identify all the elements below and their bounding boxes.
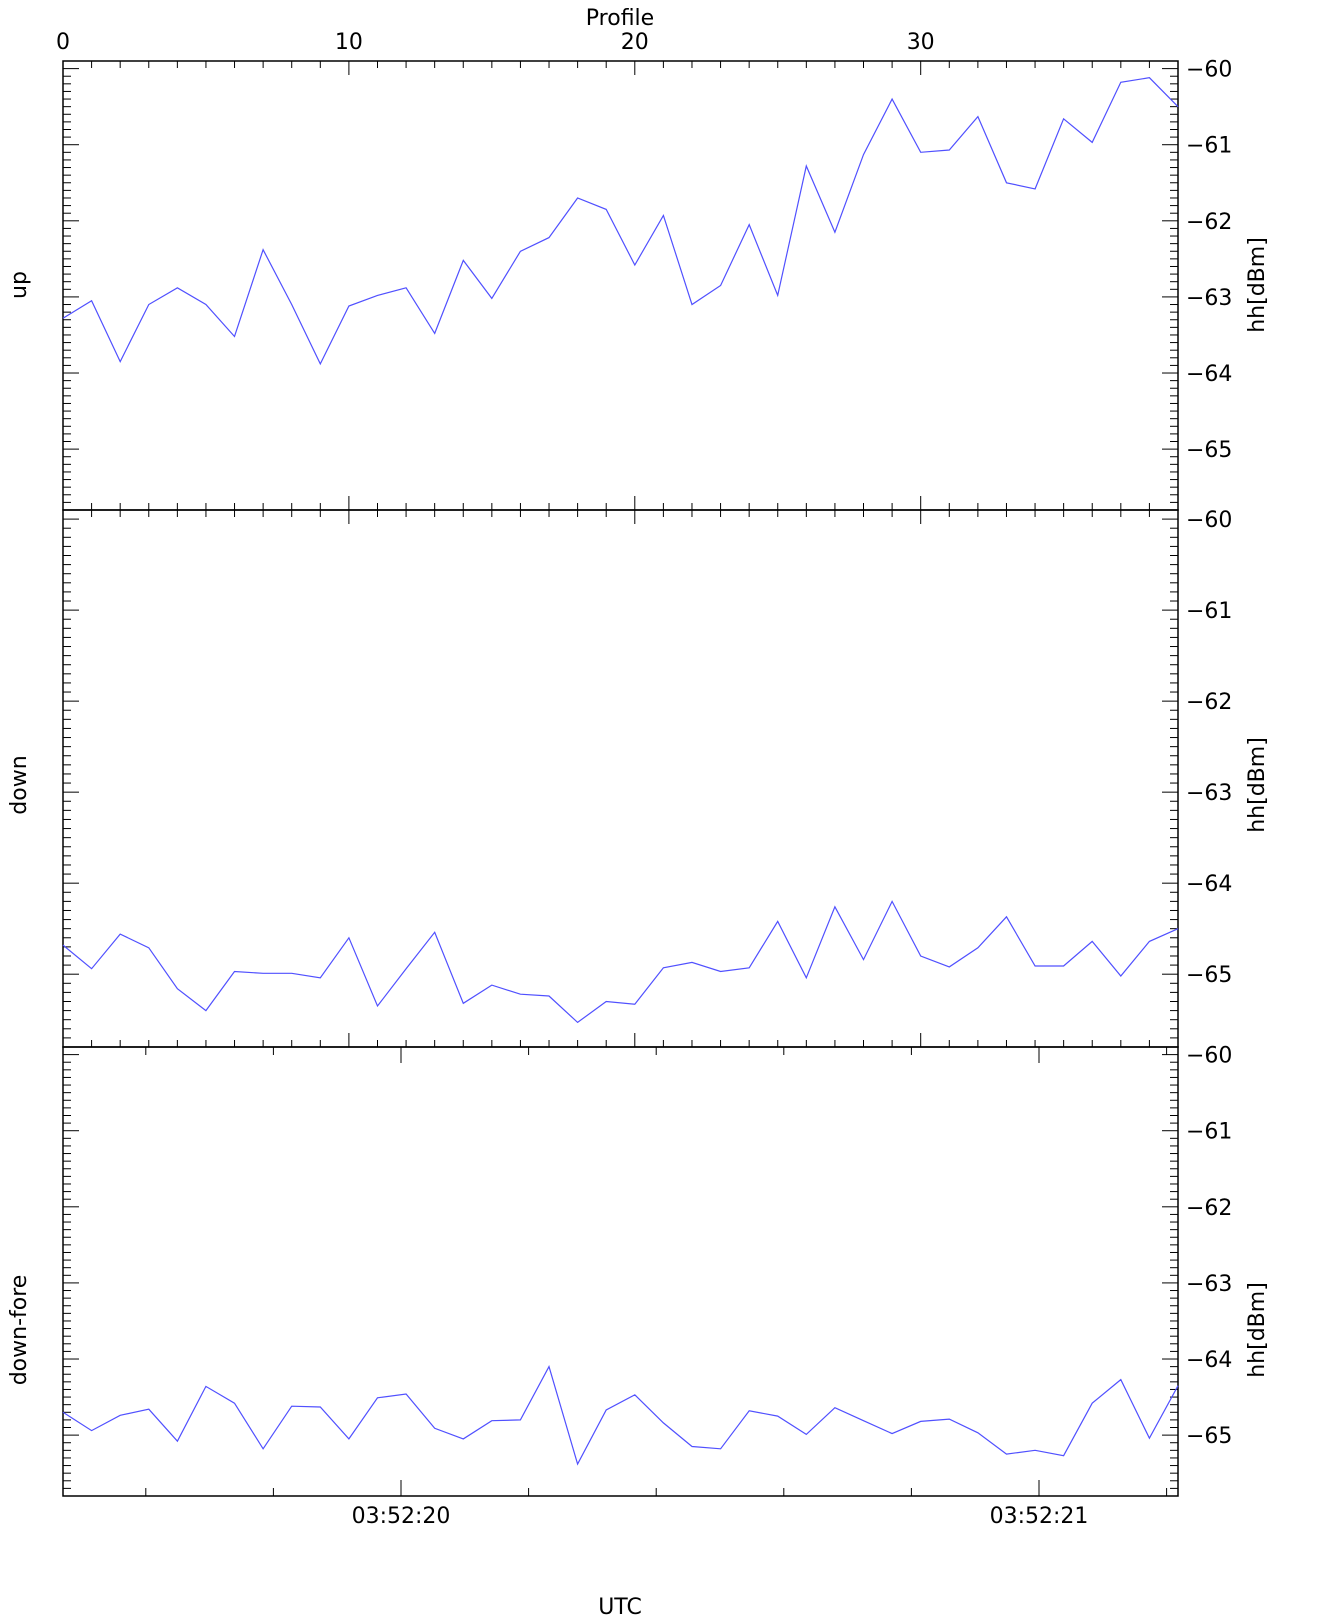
y-tick-label: −63 (1186, 781, 1232, 806)
y-tick-label: −62 (1186, 1196, 1232, 1221)
bottom-axis-title: UTC (598, 1595, 642, 1620)
y-tick-label: −60 (1186, 508, 1232, 533)
y-tick-label: −61 (1186, 599, 1232, 624)
y-tick-label: −60 (1186, 1044, 1232, 1069)
panels: −60−61−62−63−64−65−60−61−62−63−64−65−60−… (62, 58, 1232, 1497)
y-tick-label: −64 (1186, 1348, 1232, 1373)
y-tick-label: −64 (1186, 872, 1232, 897)
y-axis-title-down: hh[dBm] (1245, 737, 1270, 833)
top-tick-label: 20 (621, 30, 649, 55)
y-axis-title-down-fore: hh[dBm] (1245, 1282, 1270, 1378)
panel-up: −60 −61 −62 −63 −64 −65 (62, 58, 1232, 511)
y-tick-label: −64 (1186, 362, 1232, 387)
y-tick-label: −63 (1186, 1272, 1232, 1297)
y-tick-label: −65 (1186, 963, 1232, 988)
series-line-down (62, 900, 1179, 1024)
bottom-axis: 03:52:20 03:52:21 (145, 1047, 1168, 1529)
top-tick-label: 10 (335, 30, 363, 55)
series-line-down-fore (62, 1365, 1179, 1466)
y-tick-label: −61 (1186, 1120, 1232, 1145)
y-tick-label: −65 (1186, 1424, 1232, 1449)
y-tick-label: −60 (1186, 58, 1232, 83)
y-tick-label: −61 (1186, 134, 1232, 159)
utc-tick-label: 03:52:21 (990, 1504, 1089, 1529)
utc-tick-label: 03:52:20 (352, 1504, 451, 1529)
y-tick-label: −65 (1186, 438, 1232, 463)
top-axis: 0 10 20 30 (56, 30, 935, 55)
panel-frame (62, 1046, 1179, 1497)
top-tick-label: 30 (907, 30, 935, 55)
top-tick-label: 0 (56, 30, 70, 55)
y-tick-label: −62 (1186, 690, 1232, 715)
panel-label-down-fore: down-fore (7, 1275, 32, 1386)
y-tick-label: −63 (1186, 286, 1232, 311)
series-line-up (62, 77, 1179, 366)
y-axis-title-up: hh[dBm] (1245, 237, 1270, 333)
panel-down: −60 −61 −62 −63 −64 −65 (62, 508, 1232, 1048)
y-tick-label: −62 (1186, 210, 1232, 235)
panel-down-fore: −60 −61 −62 −63 −64 −65 (62, 1044, 1232, 1497)
panel-label-down: down (7, 755, 32, 814)
top-axis-title: Profile (586, 6, 654, 31)
panel-label-up: up (7, 271, 32, 299)
